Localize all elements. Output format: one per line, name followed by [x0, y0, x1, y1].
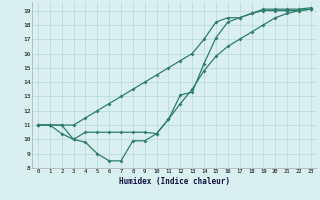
- X-axis label: Humidex (Indice chaleur): Humidex (Indice chaleur): [119, 177, 230, 186]
